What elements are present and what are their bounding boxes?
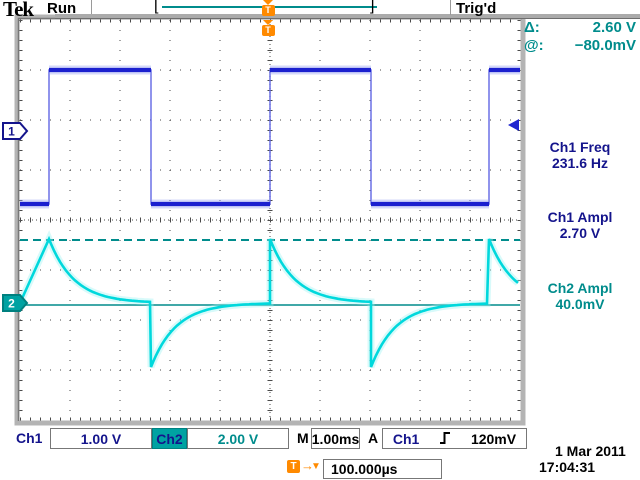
measurement-ch1-ampl: Ch1 Ampl 2.70 V: [522, 209, 638, 241]
trigger-level-arrow-icon: [508, 119, 519, 131]
trigger-level: 120mV: [470, 430, 517, 447]
top-frame-bar: [55, 14, 640, 19]
record-window-right-bracket: ]: [370, 0, 375, 14]
trigger-settings-box[interactable]: Ch1 120mV: [382, 428, 527, 449]
measurement-label: Ch1 Freq: [549, 139, 611, 155]
ch1-label: Ch1: [16, 430, 43, 446]
ch2-scale-box[interactable]: 2.00 V: [187, 428, 289, 449]
ch1-trace-edges: [20, 69, 520, 205]
measurement-value: 40.0mV: [555, 296, 605, 312]
ch1-scale-box[interactable]: 1.00 V: [50, 428, 152, 449]
down-triangle-icon: ▼: [311, 461, 321, 472]
ch2-ground-marker: [2, 294, 29, 312]
ch2-trace: [18, 235, 519, 368]
trigger-source: Ch1: [392, 430, 420, 447]
measurement-label: Ch1 Ampl: [547, 209, 613, 225]
trigger-t-icon: T: [261, 5, 275, 16]
trigger-down-triangle-icon: [263, 20, 273, 25]
measurement-value: 231.6 Hz: [551, 155, 609, 171]
trigger-down-triangle-icon: [263, 0, 273, 5]
cursor-readout: Δ: 2.60 V @: −80.0mV: [524, 19, 636, 55]
measurement-ch1-freq: Ch1 Freq 231.6 Hz: [522, 139, 638, 171]
cursor-at-label: @:: [524, 37, 544, 54]
record-window-left-bracket: [: [154, 0, 159, 14]
date-display: 1 Mar 2011: [555, 443, 626, 459]
measurement-ch2-ampl: Ch2 Ampl 40.0mV: [522, 280, 638, 312]
ch2-tab-selected[interactable]: Ch2: [152, 428, 187, 449]
rising-edge-icon: [440, 432, 451, 444]
timebase-label: M: [297, 430, 309, 446]
cursor-delta-value: 2.60 V: [592, 19, 636, 36]
trigger-t-icon: T: [261, 25, 275, 36]
ch1-trace: [20, 67, 520, 207]
measurement-label: Ch2 Ampl: [547, 280, 613, 296]
trigger-position-display-icon[interactable]: T: [261, 20, 275, 36]
arrow-right-icon: →: [301, 458, 314, 473]
trigger-group-label: A: [368, 430, 379, 446]
time-display: 17:04:31: [539, 459, 596, 475]
divider: [450, 0, 451, 15]
ch1-ground-marker: [2, 122, 29, 140]
ch1-marker-digit: 1: [8, 125, 15, 139]
cursor-at-value: −80.0mV: [574, 37, 636, 54]
measurement-value: 2.70 V: [559, 225, 601, 241]
timebase-box[interactable]: 1.00ms: [311, 428, 360, 449]
horizontal-trigger-t-icon: T: [287, 460, 300, 473]
horizontal-delay-box[interactable]: 100.000µs: [323, 459, 442, 479]
divider: [91, 0, 92, 15]
tek-logo: Tek: [3, 0, 34, 21]
acquisition-status: Run: [47, 0, 77, 17]
trigger-position-record-icon[interactable]: T: [261, 0, 275, 16]
trigger-status: Trig'd: [456, 0, 497, 17]
cursor-delta-label: Δ:: [524, 19, 540, 36]
ch2-marker-digit: 2: [8, 297, 15, 311]
